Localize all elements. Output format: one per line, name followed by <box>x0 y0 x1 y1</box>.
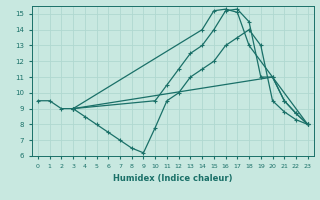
X-axis label: Humidex (Indice chaleur): Humidex (Indice chaleur) <box>113 174 233 183</box>
